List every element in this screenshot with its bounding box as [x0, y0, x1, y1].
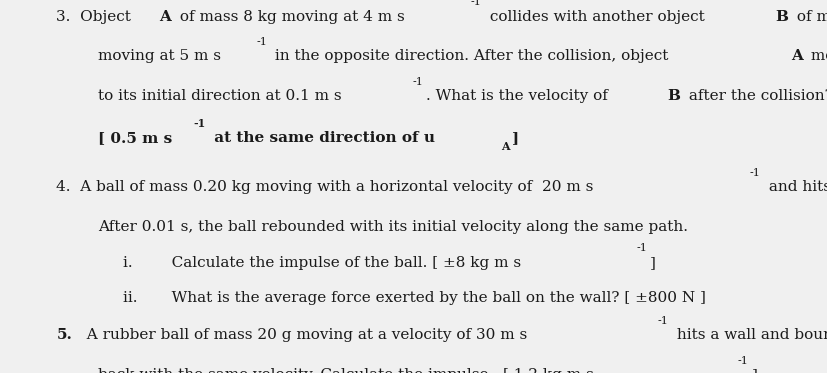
Text: A rubber ball of mass 20 g moving at a velocity of 30 m s: A rubber ball of mass 20 g moving at a v… [77, 329, 527, 342]
Text: to its initial direction at 0.1 m s: to its initial direction at 0.1 m s [98, 90, 341, 103]
Text: 3.  Object: 3. Object [56, 10, 136, 23]
Text: and hits a wall.: and hits a wall. [762, 181, 827, 194]
Text: 4.  A ball of mass 0.20 kg moving with a horizontal velocity of  20 m s: 4. A ball of mass 0.20 kg moving with a … [56, 181, 593, 194]
Text: ii.       What is the average force exerted by the ball on the wall? [ ±800 N ]: ii. What is the average force exerted by… [122, 291, 705, 305]
Text: -1: -1 [412, 77, 423, 87]
Text: ]: ] [511, 132, 519, 145]
Text: ]: ] [649, 256, 655, 270]
Text: A: A [500, 141, 509, 152]
Text: of mass 8 kg moving at 4 m s: of mass 8 kg moving at 4 m s [174, 10, 404, 23]
Text: back with the same velocity. Calculate the impulse.  [ 1.2 kg m s: back with the same velocity. Calculate t… [98, 369, 593, 373]
Text: hits a wall and bounces: hits a wall and bounces [671, 329, 827, 342]
Text: B: B [774, 10, 787, 23]
Text: -1: -1 [194, 118, 206, 129]
Text: B: B [667, 90, 679, 103]
Text: [ 0.5 m s: [ 0.5 m s [98, 132, 172, 145]
Text: A: A [159, 10, 171, 23]
Text: at the same direction of u: at the same direction of u [209, 132, 435, 145]
Text: A: A [790, 50, 801, 63]
Text: collides with another object: collides with another object [485, 10, 709, 23]
Text: in the opposite direction. After the collision, object: in the opposite direction. After the col… [270, 50, 673, 63]
Text: -1: -1 [657, 316, 668, 326]
Text: 5.: 5. [56, 329, 72, 342]
Text: of mass 6 kg: of mass 6 kg [791, 10, 827, 23]
Text: -1: -1 [471, 0, 481, 7]
Text: . What is the velocity of: . What is the velocity of [426, 90, 612, 103]
Text: -1: -1 [737, 356, 748, 366]
Text: after the collision?: after the collision? [683, 90, 827, 103]
Text: -1: -1 [748, 168, 760, 178]
Text: After 0.01 s, the ball rebounded with its initial velocity along the same path.: After 0.01 s, the ball rebounded with it… [98, 220, 687, 234]
Text: ]: ] [751, 369, 757, 373]
Text: i.        Calculate the impulse of the ball. [ ±8 kg m s: i. Calculate the impulse of the ball. [ … [122, 256, 520, 270]
Text: -1: -1 [635, 243, 647, 253]
Text: moves opposite: moves opposite [805, 50, 827, 63]
Text: moving at 5 m s: moving at 5 m s [98, 50, 221, 63]
Text: -1: -1 [256, 37, 267, 47]
